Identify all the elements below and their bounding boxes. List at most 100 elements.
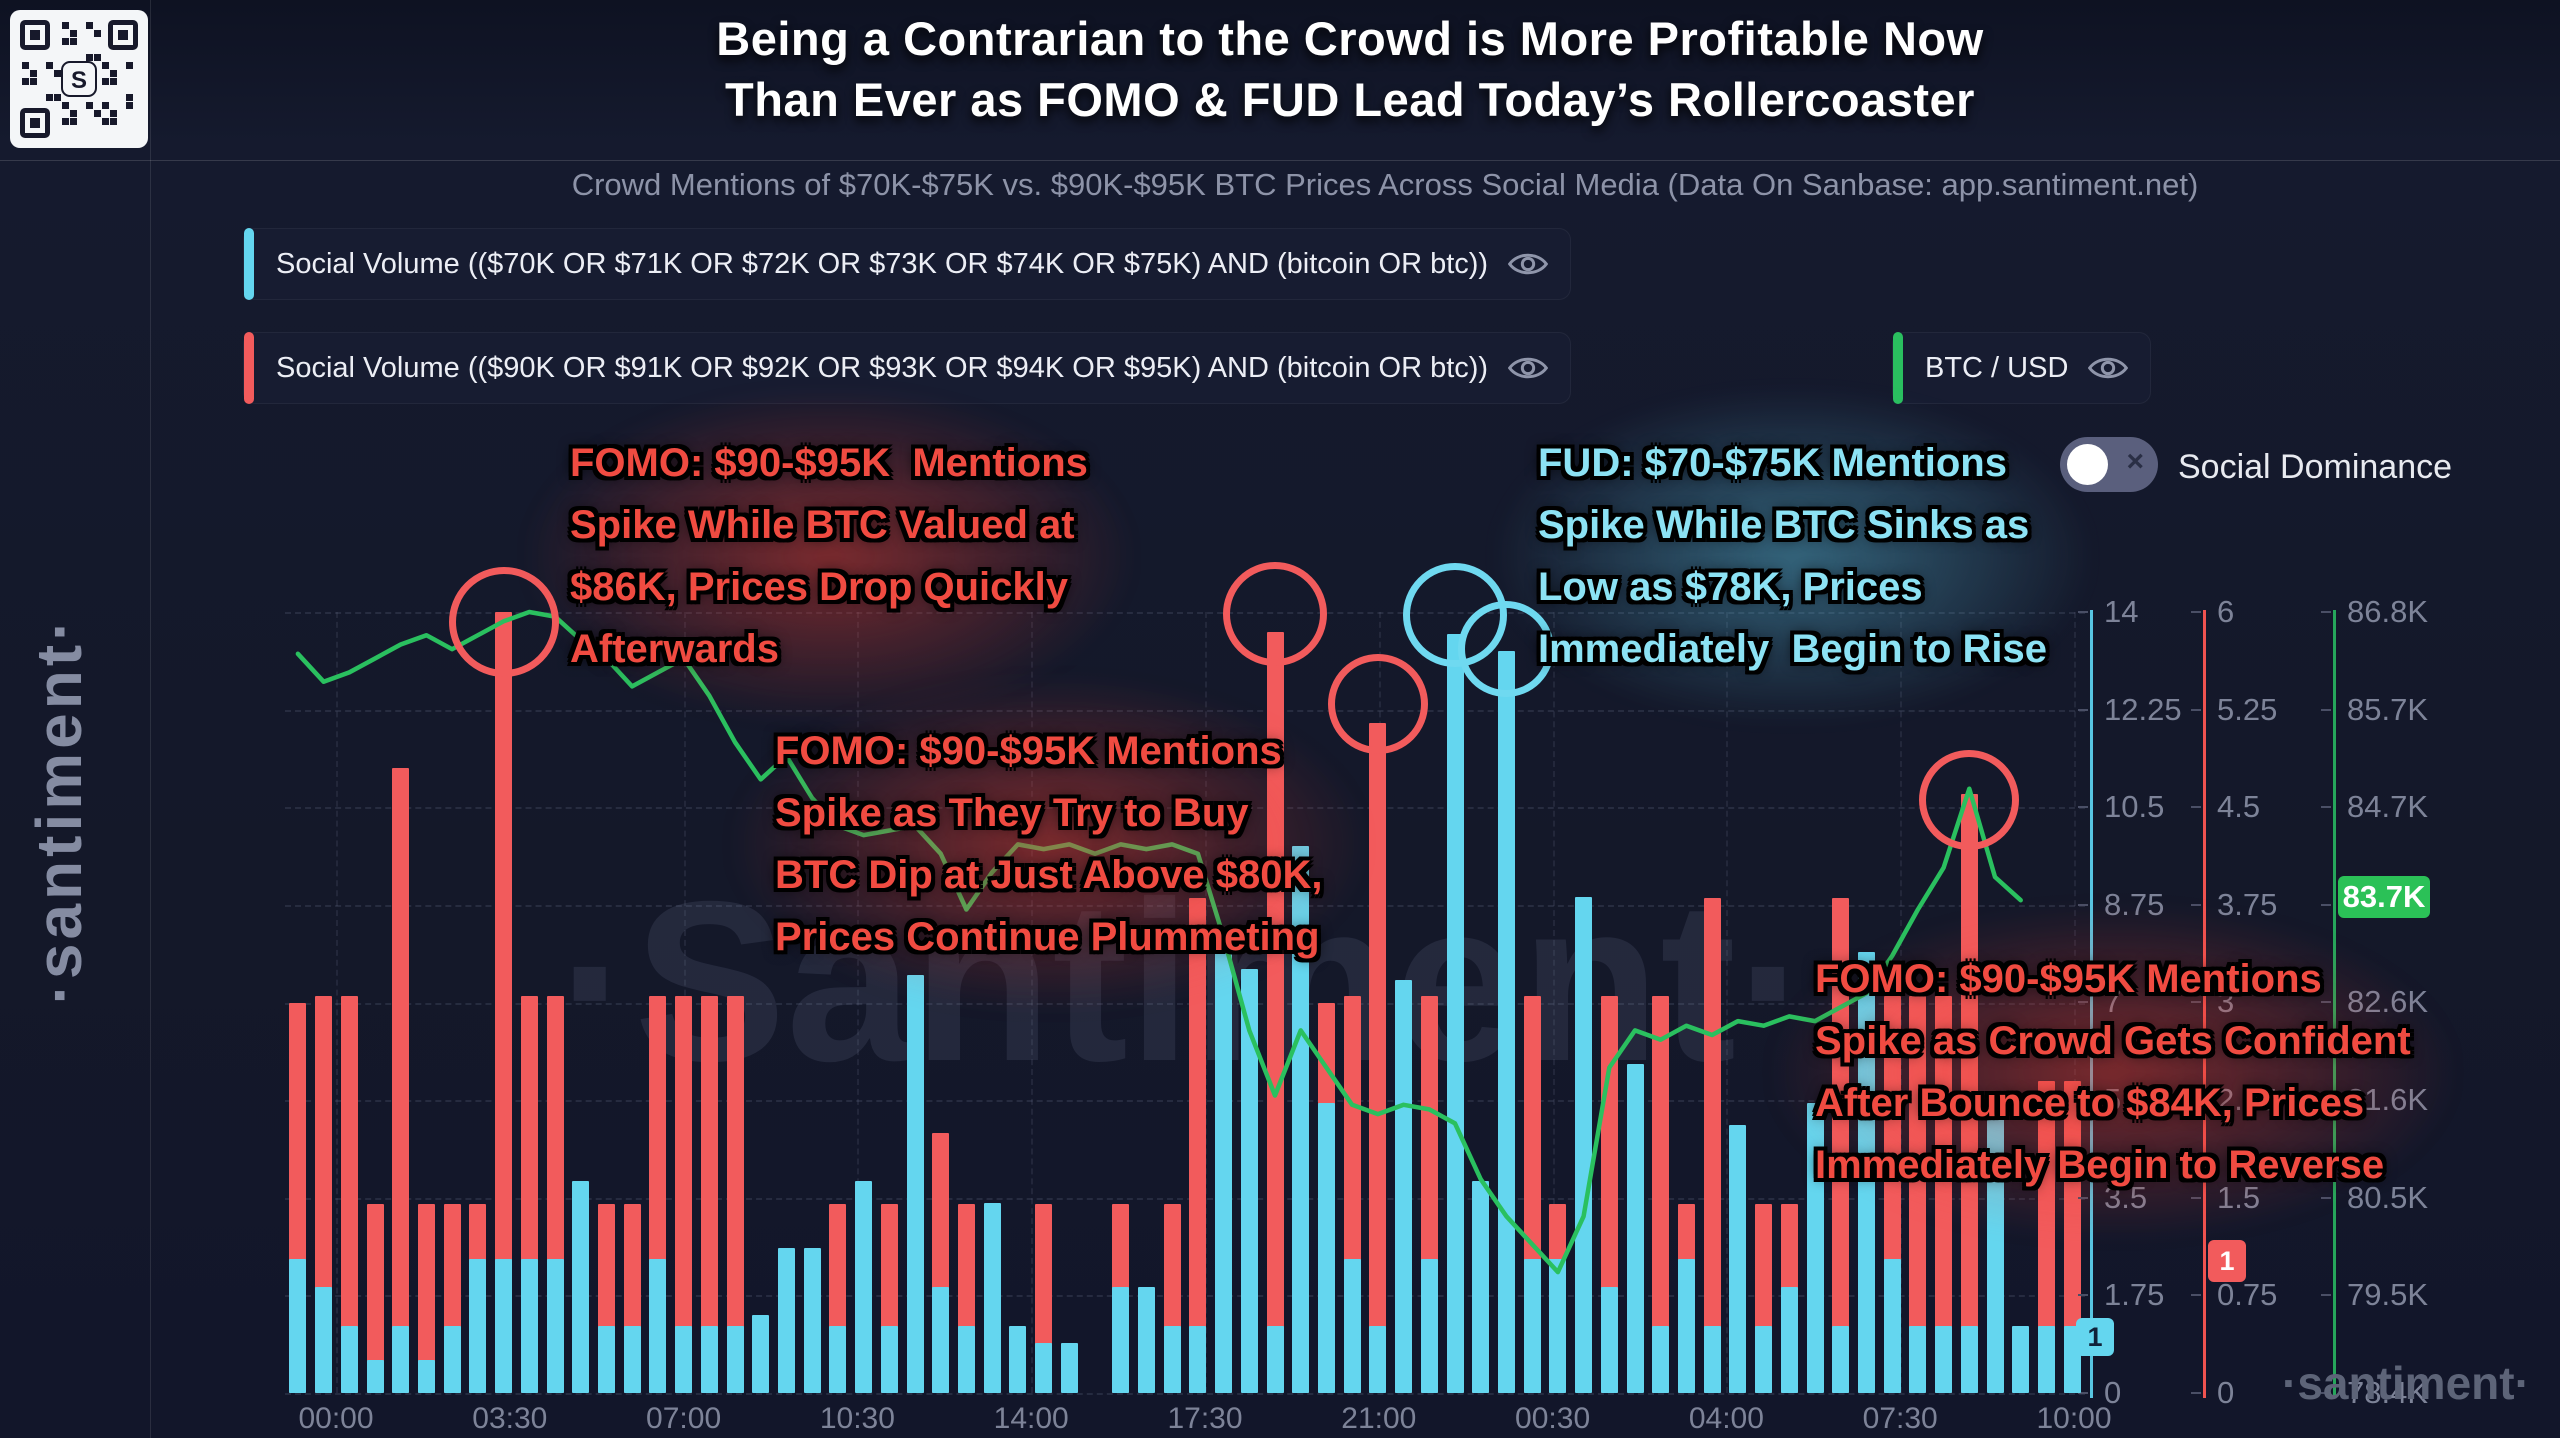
annotation-fomo-80k: FOMO: $90-$95K Mentions Spike as They Tr…: [775, 720, 1323, 968]
red-axis-tick-label: 0: [2217, 1374, 2235, 1410]
bar-social-volume-70-75k: [752, 1314, 770, 1393]
bar-social-volume-70-75k: [1112, 1287, 1130, 1393]
bar-social-volume-70-75k: [1009, 1326, 1027, 1393]
svg-text:S: S: [71, 67, 87, 94]
eye-icon[interactable]: [1508, 249, 1549, 279]
legend-label: BTC / USD: [1925, 351, 2069, 384]
bar-social-volume-90-95k: [675, 996, 693, 1393]
bar-social-volume-70-75k: [366, 1359, 384, 1393]
eye-icon[interactable]: [2088, 353, 2129, 383]
bar-social-volume-70-75k: [777, 1247, 795, 1393]
bar-social-volume-70-75k: [726, 1326, 744, 1393]
blue-axis-tick-label: 10.5: [2104, 789, 2165, 825]
legend-label: Social Volume (($70K OR $71K OR $72K OR …: [276, 247, 1489, 280]
bar-social-volume-90-95k: [392, 768, 410, 1393]
bar-social-volume-70-75k: [932, 1287, 950, 1393]
red-axis-tick: [2191, 1391, 2201, 1394]
blue-axis-tick: [2078, 903, 2088, 906]
bar-social-volume-70-75k: [1755, 1326, 1773, 1393]
bar-social-volume-70-75k: [1909, 1326, 1927, 1393]
x-axis-label: 17:30: [1167, 1402, 1243, 1435]
bar-social-volume-70-75k: [1575, 896, 1593, 1393]
bar-social-volume-70-75k: [2037, 1326, 2055, 1393]
highlight-circle: [1223, 562, 1327, 666]
x-axis-label: 04:00: [1688, 1402, 1764, 1435]
bar-social-volume-70-75k: [2012, 1326, 2030, 1393]
bar-social-volume-70-75k: [289, 1259, 307, 1393]
bar-social-volume-70-75k: [1729, 1125, 1747, 1393]
bar-social-volume-70-75k: [1420, 1259, 1438, 1393]
bar-social-volume-70-75k: [1960, 1326, 1978, 1393]
green-axis-tick-label: 86.8K: [2347, 594, 2429, 629]
legend-label: Social Volume (($90K OR $91K OR $92K OR …: [276, 351, 1489, 384]
bar-social-volume-70-75k: [495, 1259, 513, 1393]
green-axis-tick: [2321, 1294, 2331, 1297]
x-axis-label: 07:30: [1862, 1402, 1938, 1435]
bar-social-volume-70-75k: [546, 1259, 564, 1393]
bar-social-volume-70-75k: [1472, 1181, 1490, 1393]
bar-social-volume-70-75k: [597, 1326, 615, 1393]
x-axis-label: 03:30: [472, 1402, 548, 1435]
x-axis-label: 00:00: [298, 1402, 374, 1435]
gridline-vertical: [1726, 612, 1729, 1393]
bar-social-volume-70-75k: [1935, 1326, 1953, 1393]
blue-axis-tick: [2078, 806, 2088, 809]
green-axis-tick: [2321, 903, 2331, 906]
legend-item-social-volume-70-75k[interactable]: Social Volume (($70K OR $71K OR $72K OR …: [243, 228, 1572, 300]
bar-social-volume-90-95k: [495, 612, 513, 1393]
bar-social-volume-70-75k: [906, 974, 924, 1393]
blue-axis-tick: [2078, 1391, 2088, 1394]
toggle-close-icon[interactable]: ×: [2126, 445, 2144, 478]
red-axis-tick-label: 6: [2217, 594, 2235, 629]
watermark-left-vertical: ·santiment·: [23, 615, 95, 1005]
eye-icon[interactable]: [1508, 353, 1549, 383]
bar-social-volume-70-75k: [649, 1259, 667, 1393]
bar-social-volume-90-95k: [366, 1204, 384, 1393]
bar-social-volume-70-75k: [1060, 1342, 1078, 1393]
bar-social-volume-70-75k: [392, 1326, 410, 1393]
red-axis-tick: [2191, 806, 2201, 809]
page-title: Being a Contrarian to the Crowd is More …: [160, 8, 2540, 130]
highlight-circle: [1919, 750, 2020, 850]
page-title-line1: Being a Contrarian to the Crowd is More …: [716, 12, 1984, 65]
x-axis-label: 07:00: [646, 1402, 722, 1435]
bar-social-volume-70-75k: [1677, 1259, 1695, 1393]
annotation-fomo-86k: FOMO: $90-$95K Mentions Spike While BTC …: [570, 432, 1088, 680]
green-axis-tick: [2321, 806, 2331, 809]
social-dominance-label: Social Dominance: [2178, 448, 2453, 486]
bar-social-volume-70-75k: [572, 1181, 590, 1393]
bar-social-volume-70-75k: [443, 1326, 461, 1393]
bar-social-volume-70-75k: [1600, 1287, 1618, 1393]
gridline-horizontal: [285, 1393, 2085, 1395]
red-axis-tick-label: 5.25: [2217, 691, 2278, 727]
bar-social-volume-70-75k: [1189, 1326, 1207, 1393]
bar-social-volume-70-75k: [1266, 1326, 1284, 1393]
bar-social-volume-70-75k: [1626, 1063, 1644, 1393]
bar-social-volume-70-75k: [1832, 1326, 1850, 1393]
bar-social-volume-70-75k: [855, 1181, 873, 1393]
bar-social-volume-70-75k: [1703, 1326, 1721, 1393]
bar-social-volume-70-75k: [1652, 1326, 1670, 1393]
bar-social-volume-70-75k: [1343, 1259, 1361, 1393]
x-axis-label: 14:00: [993, 1402, 1069, 1435]
bar-social-volume-90-95k: [1703, 898, 1721, 1393]
bar-social-volume-70-75k: [957, 1326, 975, 1393]
x-axis-label: 10:00: [2036, 1402, 2112, 1435]
bar-social-volume-70-75k: [1883, 1259, 1901, 1393]
green-axis-tick-label: 78.4K: [2347, 1374, 2429, 1410]
x-axis-label: 00:30: [1515, 1402, 1591, 1435]
red-axis-tick: [2191, 708, 2201, 711]
green-axis-tick: [2321, 1391, 2331, 1394]
gridline-horizontal: [285, 1295, 2085, 1298]
gridline-vertical: [336, 612, 338, 1393]
bar-social-volume-70-75k: [1523, 1259, 1541, 1393]
bar-social-volume-70-75k: [1137, 1287, 1155, 1393]
page-title-line2: Than Ever as FOMO & FUD Lead Today’s Rol…: [725, 73, 1975, 126]
current-value-badge-red: 1: [2208, 1240, 2246, 1282]
bar-social-volume-70-75k: [700, 1326, 718, 1393]
gridline-horizontal: [285, 1100, 2085, 1103]
header-divider: [0, 160, 2560, 161]
red-axis-tick-label: 0.75: [2217, 1277, 2278, 1313]
bar-social-volume-70-75k: [803, 1247, 821, 1393]
bar-social-volume-70-75k: [1549, 1259, 1567, 1393]
